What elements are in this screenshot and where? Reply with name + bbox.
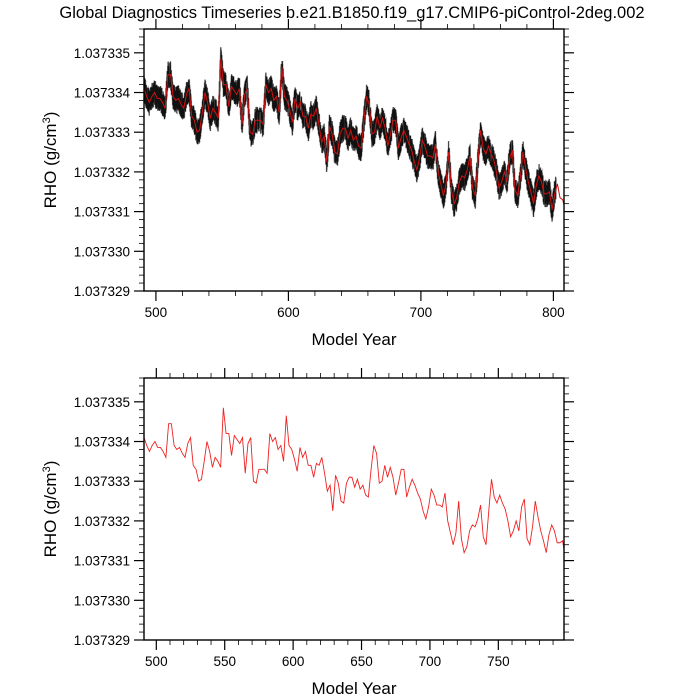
top-panel: 500 600 700 800 1.037329 1.037330 1.037331 1.03…: [41, 19, 574, 349]
annual-series-line: [144, 58, 564, 210]
y-tick-label: 1.037331: [74, 205, 130, 220]
x-tick-label: 750: [487, 654, 510, 669]
x-tick-label: 650: [350, 654, 373, 669]
x-tick-label: 700: [419, 654, 442, 669]
y-tick-label: 1.037333: [74, 125, 130, 140]
x-tick-label: 500: [145, 654, 168, 669]
y-tick-label: 1.037329: [74, 633, 130, 648]
bottom-plot-frame: [143, 377, 565, 641]
bottom-ticks: [134, 368, 574, 650]
top-x-axis-label: Model Year: [311, 330, 396, 349]
annual-series-line: [144, 407, 564, 555]
x-tick-label: 600: [282, 654, 305, 669]
y-tick-label: 1.037335: [74, 395, 130, 410]
top-series-layer: [144, 47, 564, 222]
monthly-series-line: [144, 47, 557, 222]
y-tick-label: 1.037329: [74, 284, 130, 299]
bottom-y-axis-label-main: RHO (g/cm: [41, 472, 60, 557]
bottom-y-axis-label-superscript: 3: [41, 466, 53, 472]
x-tick-label: 800: [542, 305, 565, 320]
top-y-axis-label: RHO (g/cm3): [41, 112, 60, 209]
y-tick-label: 1.037330: [74, 593, 130, 608]
y-tick-label: 1.037331: [74, 554, 130, 569]
x-tick-label: 600: [277, 305, 300, 320]
y-tick-label: 1.037330: [74, 244, 130, 259]
y-tick-label: 1.037333: [74, 474, 130, 489]
top-y-axis-label-superscript: 3: [41, 117, 53, 123]
y-tick-label: 1.037334: [74, 435, 131, 450]
figure-title: Global Diagnostics Timeseries b.e21.B185…: [59, 4, 644, 22]
x-tick-label: 500: [145, 305, 168, 320]
bottom-tick-labels: 500 550 600 650 700 750 1.037329 1.037330 1.0373…: [74, 395, 510, 669]
top-y-axis-label-main: RHO (g/cm: [41, 123, 60, 208]
top-ticks: [134, 19, 574, 301]
y-tick-label: 1.037334: [74, 86, 131, 101]
bottom-panel: 500 550 600 650 700 750 1.037329 1.037330 1.0373…: [41, 368, 574, 698]
x-tick-label: 700: [410, 305, 433, 320]
bottom-y-axis-label-close: ): [41, 461, 60, 467]
bottom-x-axis-label: Model Year: [311, 679, 396, 698]
top-y-axis-label-close: ): [41, 112, 60, 118]
top-tick-labels: 500 600 700 800 1.037329 1.037330 1.037331 1.03…: [74, 46, 565, 320]
top-plot-frame: [143, 28, 565, 292]
y-tick-label: 1.037332: [74, 514, 130, 529]
y-tick-label: 1.037332: [74, 165, 130, 180]
y-tick-label: 1.037335: [74, 46, 130, 61]
x-tick-label: 550: [213, 654, 236, 669]
bottom-series-layer: [144, 407, 564, 555]
bottom-y-axis-label: RHO (g/cm3): [41, 461, 60, 558]
